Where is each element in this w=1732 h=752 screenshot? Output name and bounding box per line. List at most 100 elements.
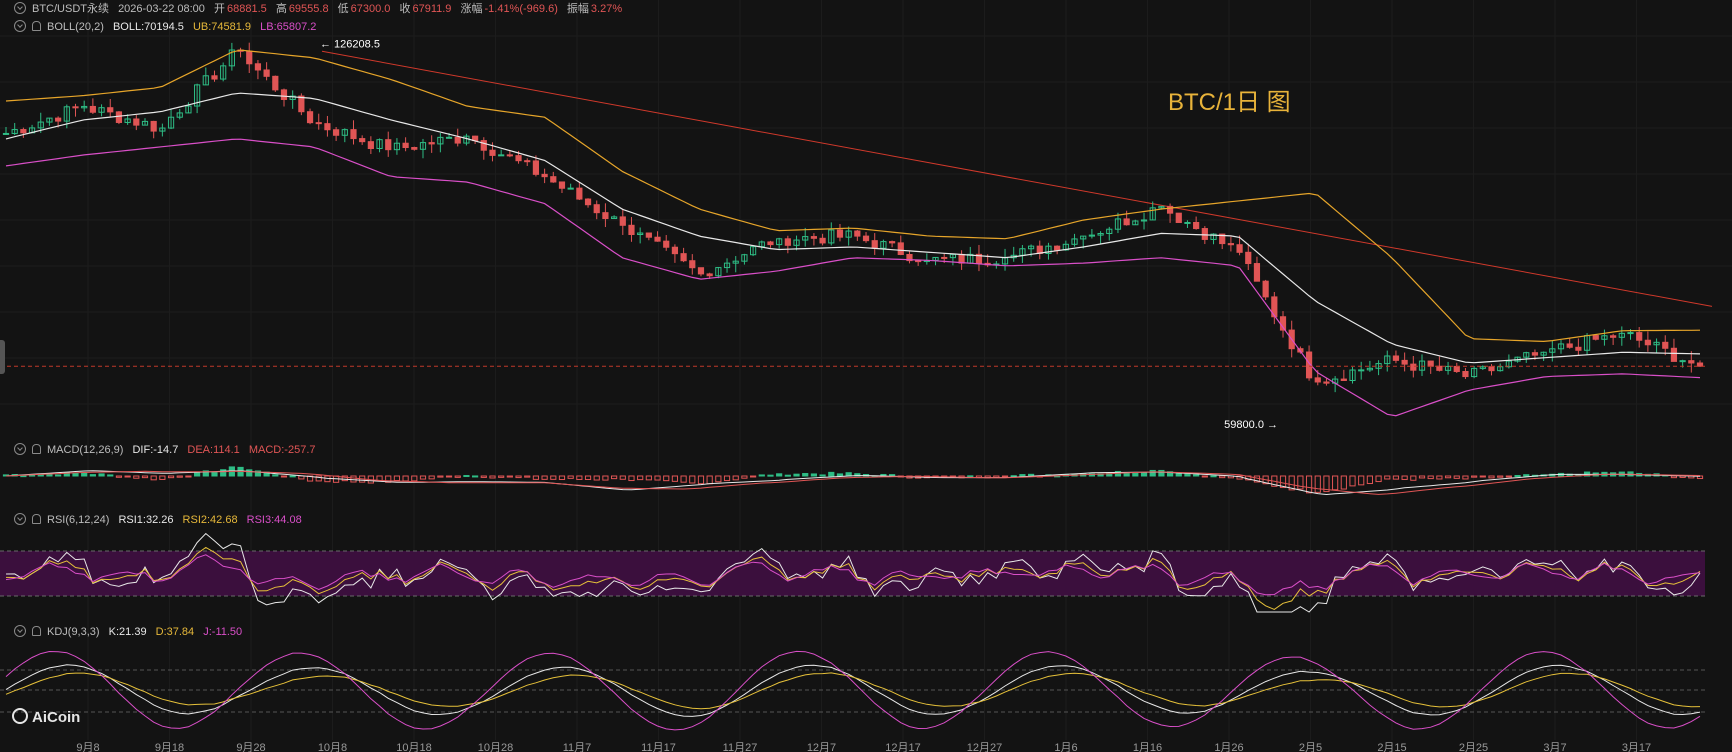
macd-histogram-bar: [819, 474, 826, 477]
candle-body: [246, 50, 253, 65]
candle-body: [1444, 365, 1452, 371]
candle-body: [1653, 341, 1660, 346]
candle-body: [1114, 218, 1122, 230]
candle-body: [958, 253, 965, 264]
kdj-j-value: J:-11.50: [203, 626, 243, 638]
macd-histogram-bar: [1149, 469, 1156, 477]
macd-histogram-bar: [706, 475, 713, 485]
candle-body: [862, 235, 870, 242]
macd-dif-value: DIF:-14.7: [132, 444, 179, 456]
candle-body: [220, 65, 227, 80]
x-tick-label: 11月27: [723, 742, 758, 752]
macd-histogram-bar: [541, 475, 548, 480]
macd-histogram-bar: [732, 475, 739, 481]
macd-histogram-bar: [419, 475, 427, 480]
x-tick-label: 10月8: [318, 742, 347, 752]
candle-body: [1566, 343, 1573, 348]
candle-body: [359, 138, 366, 143]
rsi2-value: RSI2:42.68: [182, 514, 238, 526]
collapse-icon[interactable]: [14, 443, 26, 455]
candle-body: [228, 49, 235, 67]
macd-histogram-bar: [167, 475, 175, 479]
x-tick-label: 9月8: [76, 742, 99, 752]
macd-histogram-bar: [202, 470, 209, 477]
macd-histogram-bar: [558, 475, 566, 481]
macd-histogram-bar: [1375, 475, 1382, 483]
macd-histogram-bar: [671, 475, 679, 482]
rsi-name: RSI(6,12,24): [47, 514, 110, 526]
macd-histogram-bar: [315, 475, 322, 482]
macd-histogram-bar: [1288, 475, 1295, 491]
candle-body: [1045, 245, 1052, 254]
candle-body: [20, 129, 27, 134]
candle-body: [619, 216, 626, 226]
candle-body: [1688, 360, 1695, 364]
candle-body: [1401, 359, 1408, 365]
candle-body: [55, 117, 62, 122]
macd-histogram-bar: [1505, 475, 1512, 478]
macd-histogram-bar: [445, 475, 453, 478]
candle-body: [1132, 220, 1139, 226]
macd-histogram-bar: [1314, 475, 1321, 493]
macd-histogram-bar: [385, 475, 392, 483]
candle-body: [550, 176, 557, 183]
candle-body: [1523, 352, 1530, 358]
alert-bell-icon[interactable]: [32, 21, 41, 31]
macd-histogram-bar: [1210, 475, 1217, 478]
candle-body: [1636, 332, 1643, 341]
macd-histogram-bar: [1001, 475, 1009, 478]
macd-dif-line: [5, 470, 1701, 496]
collapse-icon[interactable]: [14, 20, 26, 32]
candle-body: [1175, 212, 1182, 223]
candle-body: [1236, 244, 1243, 253]
alert-bell-icon[interactable]: [32, 514, 41, 524]
macd-histogram-bar: [341, 475, 348, 482]
macd-histogram-bar: [211, 471, 218, 477]
macd-histogram-bar: [802, 473, 809, 477]
macd-histogram-bar: [697, 475, 705, 485]
panel-resize-handle[interactable]: [0, 340, 5, 374]
candle-body: [697, 267, 705, 275]
candle-body: [584, 198, 592, 206]
macd-histogram-bar: [628, 475, 635, 482]
candle-body: [1054, 245, 1061, 251]
x-tick-label: 10月18: [396, 742, 431, 752]
collapse-icon[interactable]: [14, 2, 26, 14]
macd-histogram-bar: [1479, 475, 1486, 478]
rsi3-value: RSI3:44.08: [246, 514, 302, 526]
high-label: 高: [275, 3, 287, 15]
macd-histogram-bar: [1670, 475, 1678, 479]
collapse-icon[interactable]: [14, 625, 26, 637]
candle-body: [897, 242, 904, 255]
candle-body: [1618, 332, 1625, 338]
open-label: 开: [213, 3, 225, 15]
candle-body: [1384, 355, 1391, 365]
candle-body: [1193, 221, 1200, 230]
macd-histogram-bar: [619, 475, 626, 480]
candle-body: [1184, 221, 1191, 224]
x-tick-label: 12月7: [807, 742, 836, 752]
candle-body: [628, 224, 635, 236]
candle-body: [732, 260, 739, 264]
macd-histogram-bar: [1497, 475, 1504, 478]
logo-text: AiCoin: [32, 709, 81, 726]
candle-body: [1366, 367, 1373, 371]
macd-histogram-bar: [133, 475, 140, 479]
macd-histogram-bar: [1410, 475, 1417, 481]
candle-body: [906, 253, 913, 262]
candle-body: [915, 260, 922, 263]
macd-histogram-bar: [480, 475, 487, 478]
macd-histogram-bar: [428, 475, 435, 480]
alert-bell-icon[interactable]: [32, 444, 41, 454]
macd-histogram-bar: [289, 475, 296, 478]
alert-bell-icon[interactable]: [32, 626, 41, 636]
candle-body: [802, 236, 809, 241]
x-tick-label: 9月18: [155, 742, 184, 752]
candle-body: [637, 232, 644, 236]
collapse-icon[interactable]: [14, 513, 26, 525]
bar-date: 2026-03-22 08:00: [118, 3, 205, 15]
macd-histogram-bar: [793, 473, 800, 477]
macd-histogram-bar: [1453, 475, 1460, 479]
candle-body: [1479, 366, 1486, 369]
